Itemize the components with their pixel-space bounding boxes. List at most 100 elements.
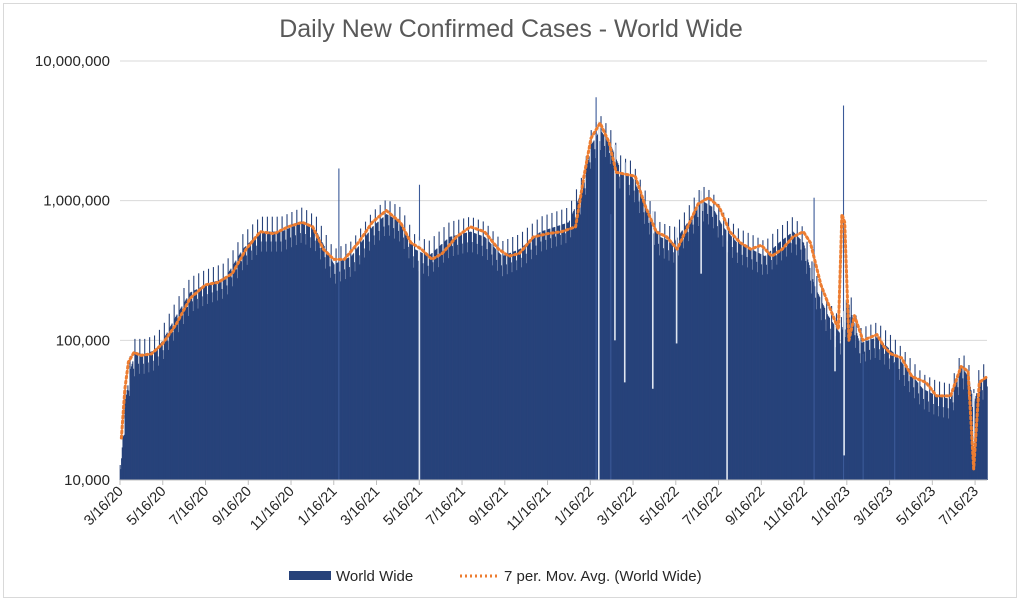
bar bbox=[279, 231, 281, 480]
x-tick-label: 7/16/22 bbox=[680, 484, 726, 530]
bar bbox=[397, 220, 399, 480]
bar bbox=[240, 261, 243, 480]
bar bbox=[283, 230, 285, 480]
bar bbox=[925, 390, 927, 480]
bar bbox=[132, 368, 135, 480]
bar bbox=[758, 253, 760, 480]
bar bbox=[390, 216, 392, 480]
bar bbox=[841, 329, 843, 480]
bar bbox=[506, 274, 508, 480]
bar bbox=[617, 163, 619, 480]
bar bbox=[302, 222, 304, 481]
bar bbox=[930, 393, 932, 480]
bar bbox=[405, 233, 407, 480]
bar bbox=[158, 365, 160, 480]
bar bbox=[208, 283, 210, 480]
bar bbox=[670, 241, 672, 480]
bar bbox=[547, 229, 549, 480]
bar bbox=[278, 231, 280, 480]
bar bbox=[358, 255, 360, 480]
bar bbox=[775, 255, 777, 480]
bar bbox=[957, 395, 960, 480]
bar bbox=[329, 277, 332, 480]
bar bbox=[412, 256, 414, 480]
bar bbox=[245, 255, 247, 480]
bar bbox=[955, 383, 957, 480]
bar bbox=[786, 221, 788, 480]
bar bbox=[695, 209, 697, 480]
bar bbox=[136, 353, 138, 480]
bar bbox=[627, 174, 629, 480]
bar bbox=[345, 243, 347, 480]
bar bbox=[946, 398, 948, 480]
bar bbox=[135, 353, 137, 480]
bar bbox=[403, 248, 405, 480]
bar bbox=[201, 296, 203, 480]
bar bbox=[640, 196, 642, 480]
bar bbox=[320, 259, 322, 480]
bar bbox=[870, 324, 872, 480]
bar bbox=[419, 251, 421, 480]
bar bbox=[267, 231, 269, 480]
bar bbox=[985, 377, 988, 480]
bar bbox=[890, 350, 892, 480]
bar bbox=[759, 253, 761, 480]
bar bbox=[741, 254, 743, 480]
bar bbox=[912, 376, 914, 480]
bar bbox=[256, 255, 258, 480]
bar bbox=[378, 230, 380, 480]
bar bbox=[128, 390, 130, 480]
bar bbox=[667, 250, 669, 480]
bar bbox=[127, 385, 129, 480]
bar bbox=[473, 232, 475, 480]
bar bbox=[325, 234, 327, 480]
bar bbox=[210, 283, 212, 480]
bar bbox=[425, 254, 427, 480]
x-tick-label: 5/16/20 bbox=[124, 484, 170, 530]
bar bbox=[512, 236, 514, 480]
bar bbox=[589, 162, 591, 480]
bar bbox=[825, 331, 827, 480]
bar bbox=[810, 293, 812, 480]
bar-dip bbox=[972, 392, 975, 469]
bar bbox=[457, 254, 459, 480]
bar bbox=[175, 317, 177, 480]
bar bbox=[927, 401, 929, 480]
bar bbox=[140, 353, 142, 480]
bar bbox=[514, 251, 516, 480]
bar bbox=[655, 227, 657, 480]
bar bbox=[183, 287, 185, 480]
bar bbox=[181, 306, 183, 480]
bar bbox=[332, 263, 334, 480]
bar bbox=[396, 220, 398, 480]
bar bbox=[298, 223, 300, 480]
bar bbox=[659, 221, 661, 480]
bar bbox=[194, 290, 196, 480]
bar bbox=[198, 273, 200, 480]
bar bbox=[950, 396, 953, 480]
bar bbox=[156, 348, 158, 480]
bar bbox=[891, 351, 893, 480]
bar bbox=[664, 223, 666, 480]
bar bbox=[391, 217, 393, 480]
bar-spike bbox=[595, 97, 597, 480]
bar bbox=[618, 176, 620, 481]
bar bbox=[428, 240, 430, 480]
bar bbox=[247, 229, 249, 480]
bar bbox=[230, 268, 232, 480]
bar bbox=[800, 260, 803, 480]
bar bbox=[154, 350, 156, 480]
bar bbox=[650, 217, 652, 480]
bar bbox=[214, 281, 217, 480]
bar bbox=[236, 278, 238, 480]
bar bbox=[817, 294, 819, 480]
bar bbox=[549, 238, 552, 480]
bar bbox=[684, 226, 686, 480]
bar bbox=[434, 250, 436, 480]
bar bbox=[812, 279, 814, 480]
bar bbox=[252, 238, 254, 480]
bar bbox=[559, 234, 561, 480]
bar bbox=[308, 226, 310, 480]
bar bbox=[557, 225, 559, 480]
bar bbox=[937, 406, 939, 480]
